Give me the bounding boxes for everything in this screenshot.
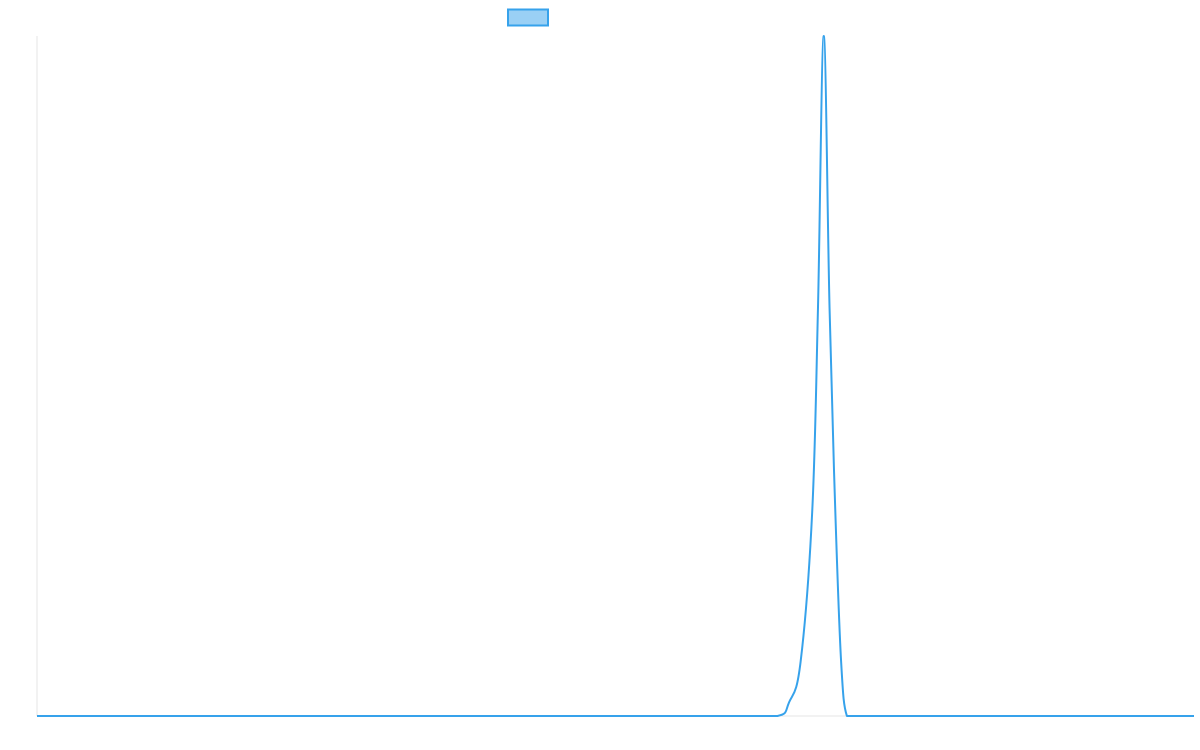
series-line-0[interactable]: [37, 35, 1194, 718]
legend-swatch-0[interactable]: [507, 8, 549, 27]
legend[interactable]: [507, 8, 549, 27]
axes: [36, 36, 1194, 717]
series-layer: [37, 35, 1194, 718]
